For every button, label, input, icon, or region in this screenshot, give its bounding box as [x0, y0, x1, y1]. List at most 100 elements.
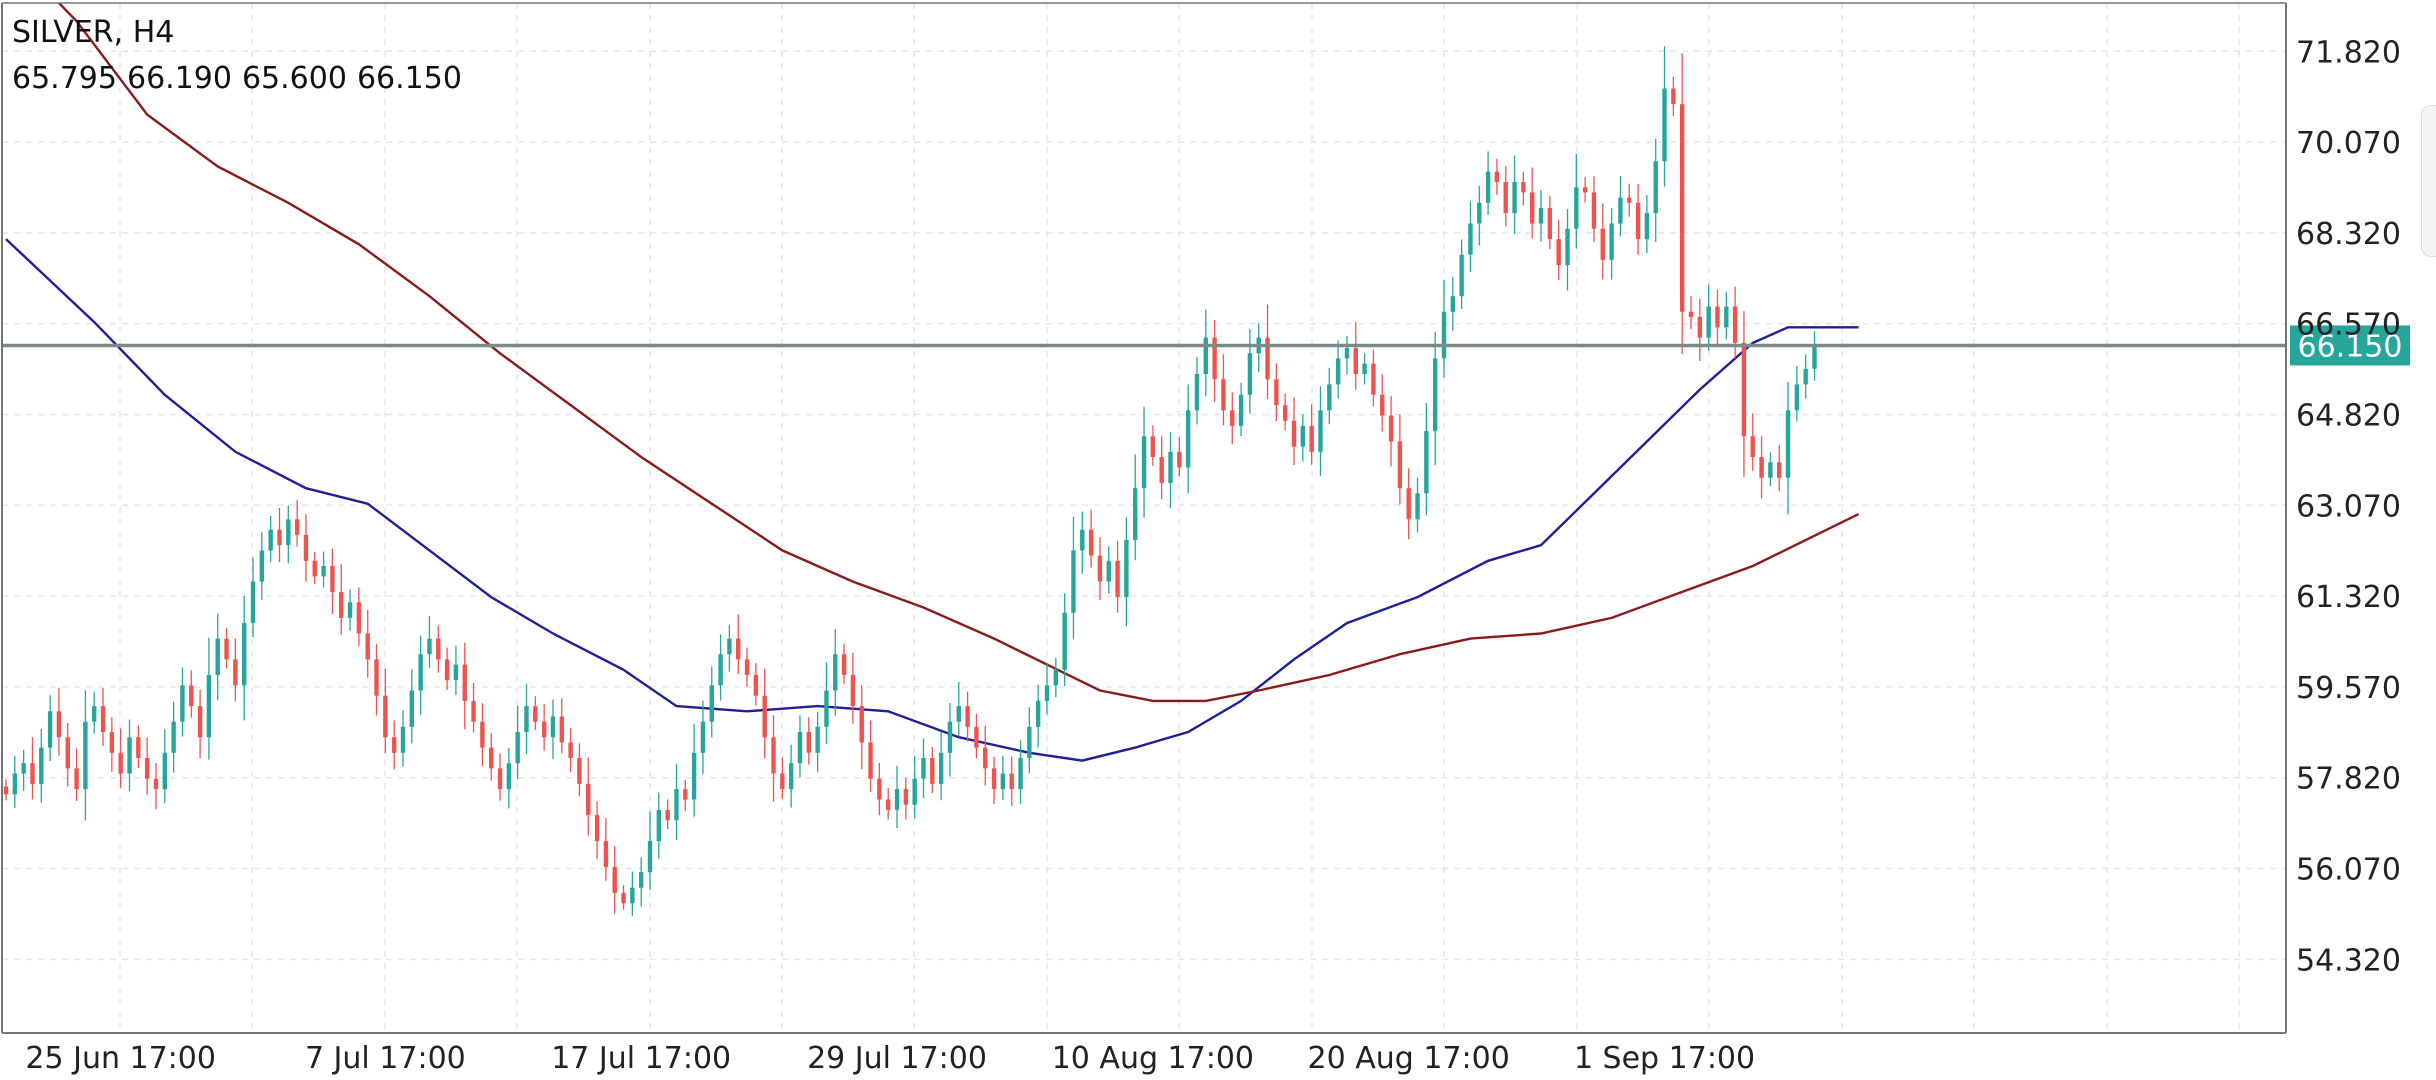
- candle-body: [1768, 462, 1773, 478]
- candle-body: [374, 659, 379, 696]
- candle-body: [1185, 410, 1191, 468]
- candle-body: [1318, 410, 1323, 452]
- candle-body: [250, 581, 256, 624]
- candle-body: [709, 685, 714, 722]
- candle-body: [683, 789, 688, 800]
- candle-body: [444, 659, 450, 681]
- candle-body: [1732, 306, 1738, 343]
- high-value: 66.190: [126, 61, 232, 96]
- side-panel-tab[interactable]: [2421, 105, 2436, 257]
- candle-body: [1265, 337, 1270, 380]
- candle-body: [744, 659, 750, 675]
- candle-body: [1335, 358, 1341, 385]
- candle-body: [259, 550, 265, 582]
- candle-body: [1097, 555, 1103, 582]
- candle-body: [1159, 457, 1164, 483]
- candle-body: [877, 778, 882, 800]
- candle-body: [1688, 311, 1694, 317]
- candle-body: [347, 602, 353, 618]
- candle-body: [1662, 88, 1667, 162]
- candle-body: [691, 752, 697, 800]
- candle-body: [144, 757, 150, 779]
- candle-body: [1538, 207, 1544, 224]
- candle-body: [612, 866, 617, 893]
- candle-body: [568, 742, 573, 758]
- candle-body: [1627, 197, 1632, 203]
- candle-body: [780, 773, 785, 790]
- candle-body: [956, 706, 961, 722]
- candle-body: [489, 747, 494, 769]
- candle-body: [39, 747, 44, 784]
- candle-body: [303, 534, 309, 561]
- candle-body: [162, 752, 167, 790]
- candle-body: [427, 638, 432, 655]
- candle-body: [1282, 405, 1288, 421]
- y-tick-label: 61.320: [2296, 580, 2401, 615]
- candle-body: [1212, 337, 1217, 380]
- y-tick-label: 68.320: [2296, 217, 2401, 252]
- candle-body: [294, 519, 300, 535]
- candle-body: [1574, 187, 1579, 229]
- candle-body: [1494, 171, 1500, 183]
- candle-body: [718, 654, 723, 686]
- candle-body: [1591, 192, 1597, 229]
- candle-body: [339, 591, 344, 618]
- candle-body: [109, 732, 115, 753]
- candle-body: [1221, 379, 1226, 411]
- candle-body: [841, 654, 847, 675]
- x-tick-label: 25 Jun 17:00: [25, 1041, 216, 1076]
- grid: [2, 3, 2286, 1033]
- candle-body: [171, 721, 176, 753]
- candle-body: [1503, 182, 1508, 214]
- candle-body: [268, 529, 273, 551]
- candle-body: [409, 690, 415, 727]
- candle-body: [621, 892, 626, 904]
- candle-body: [74, 768, 79, 790]
- candle-body: [1812, 345, 1817, 369]
- candle-body: [418, 654, 423, 691]
- candle-body: [1724, 306, 1729, 328]
- symbol-timeframe-label: SILVER, H4: [12, 15, 175, 50]
- candle-body: [912, 778, 917, 805]
- x-tick-label: 7 Jul 17:00: [305, 1041, 466, 1076]
- candle-body: [391, 737, 397, 753]
- candle-body: [136, 737, 141, 758]
- candle-body: [1477, 202, 1482, 224]
- candle-body: [1291, 420, 1297, 447]
- candle-body: [1803, 368, 1808, 385]
- candle-body: [541, 721, 547, 738]
- candle-body: [1053, 669, 1059, 686]
- candle-body: [868, 742, 873, 779]
- candle-body: [559, 716, 564, 743]
- candle-body: [665, 809, 670, 821]
- candle-body: [206, 674, 212, 738]
- candle-body: [1080, 529, 1085, 551]
- moving-averages: [5, 3, 1860, 762]
- candle-body: [903, 789, 909, 805]
- candle-body: [1035, 700, 1041, 727]
- candle-body: [365, 633, 370, 660]
- candle-body: [241, 623, 247, 686]
- candle-body: [1141, 436, 1147, 489]
- candle-body: [674, 789, 679, 821]
- candle-body: [1468, 223, 1473, 255]
- candle-body: [515, 732, 520, 764]
- candle-body: [471, 700, 476, 722]
- candle-body: [1715, 306, 1720, 328]
- candle-body: [92, 706, 97, 722]
- candle-body: [1785, 410, 1791, 478]
- moving-average-fast-line: [5, 238, 1859, 762]
- candle-body: [824, 690, 829, 727]
- y-tick-label: 59.570: [2296, 671, 2401, 706]
- candle-body: [533, 706, 538, 722]
- candle-body: [1521, 182, 1526, 193]
- candle-body: [1000, 773, 1006, 790]
- candle-body: [47, 711, 53, 748]
- candle-body: [1459, 254, 1464, 297]
- candle-body: [1679, 104, 1685, 312]
- candle-body: [1609, 223, 1614, 260]
- candle-body: [1759, 457, 1764, 478]
- x-tick-label: 1 Sep 17:00: [1574, 1041, 1755, 1076]
